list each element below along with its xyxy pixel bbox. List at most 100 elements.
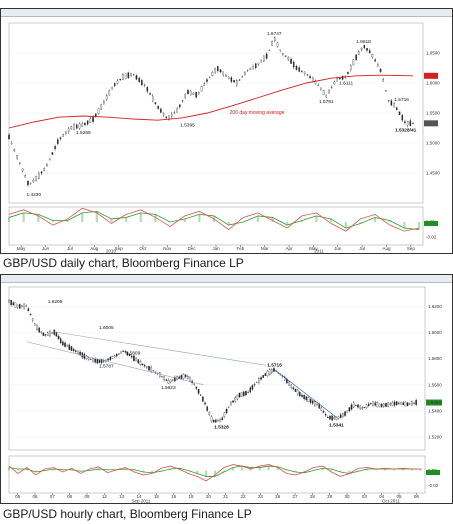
candle-body	[307, 397, 310, 402]
candle-body	[303, 395, 305, 399]
candle-body	[148, 366, 150, 371]
candle-body	[54, 146, 56, 149]
candle-body	[159, 372, 161, 378]
x-tick-label: 06	[32, 494, 38, 499]
candle-body	[393, 401, 396, 406]
candle-body	[211, 71, 214, 76]
candle-body	[89, 118, 92, 123]
candle-body	[363, 407, 366, 408]
candle-body	[249, 67, 252, 71]
candle-body	[240, 392, 243, 397]
oscillator-y-tick-label: -0.02	[426, 235, 437, 240]
candle-body	[77, 350, 79, 355]
oscillator-y-tick-label: -0.02	[428, 483, 439, 488]
candle-body	[295, 66, 298, 70]
x-tick-label: 16	[171, 494, 177, 499]
candle-body	[336, 77, 338, 82]
candle-body	[361, 407, 364, 409]
candle-body	[247, 392, 249, 393]
candle-body	[390, 100, 393, 106]
candle-body	[378, 403, 381, 407]
candle-body	[70, 346, 73, 351]
daily-chart: 1.6500 1.6000 1.5500 1.5000 1.4500 May Jun Jul A…	[7, 22, 440, 253]
daily-chart-toolbar	[1, 9, 452, 17]
candle-body	[83, 353, 86, 359]
candle-body	[358, 51, 360, 55]
candle-body	[62, 134, 64, 137]
candle-body	[171, 379, 174, 381]
candle-body	[96, 359, 99, 364]
candle-body	[97, 108, 100, 114]
candle-body	[68, 344, 71, 350]
candle-body	[236, 80, 238, 86]
price-value-tag	[424, 120, 438, 127]
ma-value-tag	[424, 72, 438, 79]
candle-body	[387, 100, 390, 101]
candle-body	[271, 369, 273, 374]
candle-body	[221, 417, 224, 421]
candle-body	[227, 406, 230, 408]
candle-body	[344, 411, 346, 416]
candle-body	[365, 404, 368, 408]
candle-body	[241, 76, 243, 78]
candle-body	[100, 104, 102, 110]
candle-body	[143, 365, 146, 367]
candle-body	[340, 414, 342, 418]
price-annotation: 1.5809	[126, 351, 141, 357]
candle-body	[184, 93, 187, 99]
candle-body	[197, 389, 200, 394]
oscillator-frame	[8, 206, 424, 246]
candle-body	[133, 355, 135, 361]
candle-body	[21, 305, 23, 307]
candle-body	[24, 175, 27, 178]
x-tick-label: 08	[67, 494, 73, 499]
candle-body	[311, 400, 314, 404]
candle-body	[73, 124, 75, 130]
candle-body	[268, 369, 271, 375]
candle-body	[59, 338, 62, 344]
candle-body	[49, 330, 51, 337]
candle-body	[233, 80, 235, 83]
candle-body	[118, 353, 120, 355]
hourly-chart-caption: GBP/USD hourly chart, Bloomberg Finance …	[3, 507, 252, 521]
candle-body	[293, 62, 295, 68]
candle-body	[131, 356, 133, 358]
candle-body	[255, 382, 258, 383]
price-annotation: 1.6747	[267, 31, 282, 37]
candle-body	[16, 155, 18, 159]
price-annotation: 1.5269	[76, 130, 91, 136]
candle-body	[72, 348, 75, 351]
price-annotation: 1.5623	[161, 385, 176, 391]
candle-body	[309, 76, 311, 79]
candle-body	[122, 74, 124, 80]
price-annotation: 1.6205	[48, 299, 63, 305]
candle-body	[265, 53, 268, 59]
candle-body	[219, 69, 222, 73]
candle-body	[249, 387, 252, 393]
candle-body	[222, 71, 224, 76]
candle-body	[12, 302, 15, 306]
candle-body	[204, 402, 206, 405]
candle-body	[27, 180, 29, 186]
candle-body	[273, 368, 275, 372]
oscillator-fast-line	[8, 464, 421, 482]
candle-body	[264, 373, 267, 376]
y-tick-label: 1.5000	[426, 141, 440, 146]
candle-body	[238, 392, 241, 398]
candle-body	[84, 123, 86, 126]
candle-body	[38, 327, 40, 333]
candle-body	[198, 92, 200, 94]
candle-body	[296, 389, 299, 395]
candle-body	[225, 409, 228, 413]
candle-body	[404, 121, 406, 123]
hourly-chart-panel: 1.6200 1.6000 1.5800 1.5600 1.5400 1.5200 05 06…	[0, 274, 453, 504]
candle-body	[294, 388, 297, 392]
x-tick-label: 05	[396, 494, 402, 499]
x-tick-label: Feb	[236, 246, 244, 251]
candle-body	[214, 68, 216, 73]
candle-body	[260, 377, 262, 380]
candle-body	[10, 142, 13, 145]
candle-body	[288, 381, 290, 386]
x-tick-label: 07	[50, 494, 56, 499]
candle-body	[27, 308, 30, 312]
